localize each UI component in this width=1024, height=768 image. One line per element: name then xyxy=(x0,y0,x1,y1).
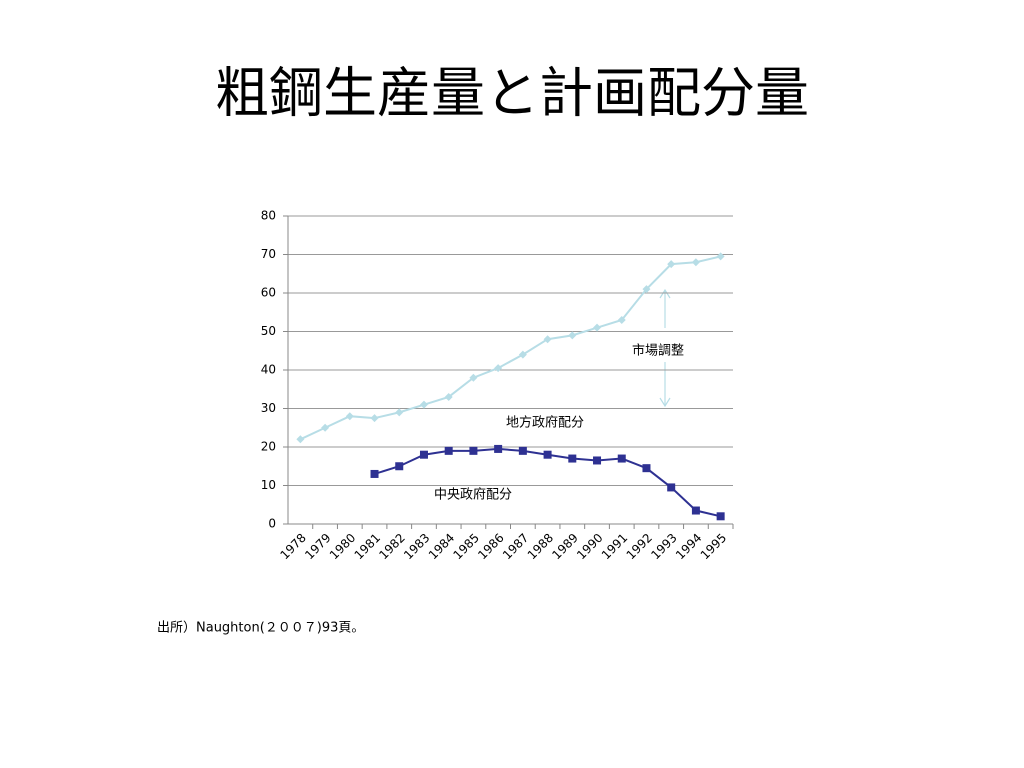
point xyxy=(321,423,330,432)
series-line xyxy=(374,447,721,518)
point xyxy=(617,315,626,324)
point xyxy=(543,450,552,459)
point xyxy=(370,469,379,478)
double-arrow xyxy=(659,288,671,408)
y-tick-label: 30 xyxy=(261,401,276,415)
point xyxy=(444,392,453,401)
y-tick-label: 40 xyxy=(261,363,276,377)
y-tick-label: 60 xyxy=(261,286,276,300)
point xyxy=(667,483,676,492)
x-tick-label: 1984 xyxy=(426,531,457,562)
x-tick-label: 1985 xyxy=(451,531,482,562)
point xyxy=(296,435,305,444)
point xyxy=(419,450,428,459)
x-tick-label: 1986 xyxy=(475,531,506,562)
point xyxy=(716,512,725,521)
x-tick-label: 1990 xyxy=(574,531,605,562)
y-tick-label: 50 xyxy=(261,324,276,338)
y-tick-label: 20 xyxy=(261,440,276,454)
point xyxy=(419,400,428,409)
x-tick-label: 1991 xyxy=(599,531,630,562)
source-note: 出所）Naughton(２００７)93頁。 xyxy=(157,621,364,636)
point xyxy=(494,364,503,373)
point xyxy=(345,412,354,421)
point xyxy=(469,373,478,382)
y-tick-label: 0 xyxy=(268,517,276,531)
x-tick-label: 1987 xyxy=(500,531,531,562)
x-tick-label: 1983 xyxy=(401,531,432,562)
point xyxy=(716,252,725,261)
x-tick-label: 1995 xyxy=(698,531,729,562)
point xyxy=(642,464,651,473)
x-tick-label: 1979 xyxy=(302,531,333,562)
x-tick-label: 1989 xyxy=(549,531,580,562)
point xyxy=(494,444,503,453)
y-tick-label: 70 xyxy=(261,247,276,261)
x-tick-label: 1981 xyxy=(352,531,383,562)
point xyxy=(667,260,676,269)
y-tick-label: 10 xyxy=(261,478,276,492)
x-tick-label: 1988 xyxy=(525,531,556,562)
x-tick-label: 1992 xyxy=(624,531,655,562)
point xyxy=(617,454,626,463)
point xyxy=(370,414,379,423)
point xyxy=(395,462,404,471)
point xyxy=(568,331,577,340)
point xyxy=(395,408,404,417)
point xyxy=(593,456,602,465)
point xyxy=(469,446,478,455)
point xyxy=(642,285,651,294)
point xyxy=(518,446,527,455)
point xyxy=(543,335,552,344)
x-tick-label: 1993 xyxy=(648,531,679,562)
point xyxy=(691,506,700,515)
point xyxy=(691,258,700,267)
x-tick-label: 1982 xyxy=(376,531,407,562)
point xyxy=(593,323,602,332)
point xyxy=(568,454,577,463)
point xyxy=(518,350,527,359)
x-tick-label: 1980 xyxy=(327,531,358,562)
x-tick-label: 1994 xyxy=(673,531,704,562)
series-line xyxy=(299,255,721,441)
annotation: 市場調整 xyxy=(632,343,684,359)
y-tick-label: 80 xyxy=(261,209,276,223)
slide-title: 粗鋼生産量と計画配分量 xyxy=(215,62,809,125)
annotation: 地方政府配分 xyxy=(506,415,584,431)
x-tick-label: 1978 xyxy=(277,531,308,562)
annotation: 中央政府配分 xyxy=(434,488,512,503)
point xyxy=(444,446,453,455)
